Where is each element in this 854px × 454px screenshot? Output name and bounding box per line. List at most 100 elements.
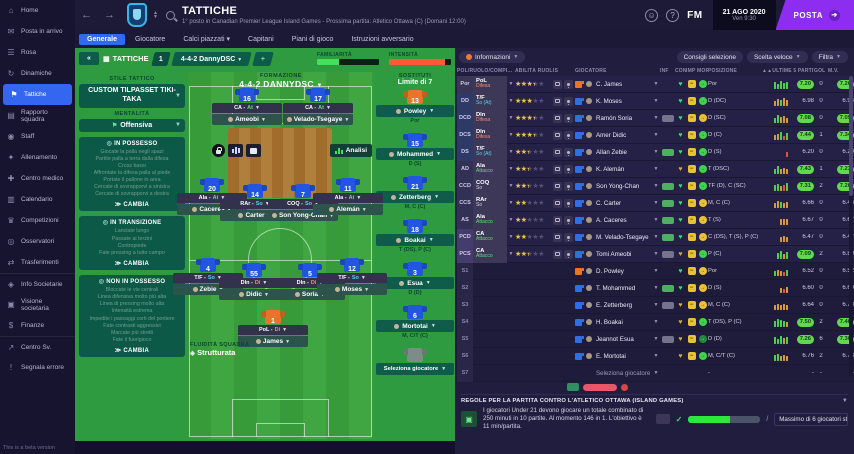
chevron-down-icon[interactable]: ▼ [653,200,659,206]
sub-player-esua[interactable]: 3 Esua ▼ D (D) [376,262,454,296]
sidebar-item-centro-medico[interactable]: ✚ Centro medico [0,168,75,189]
search-icon[interactable] [165,10,175,20]
sidebar-item-finanze[interactable]: $ Finanze [0,315,75,336]
sub-name-dropdown[interactable]: Boakai ▼ [376,234,454,246]
sub-name-dropdown[interactable]: Zetterberg ▼ [376,191,454,203]
chevron-down-icon[interactable]: ▼ [653,353,659,359]
sidebar-item-info-societarie[interactable]: ◈ Info Societarie [0,273,75,294]
player-name-link[interactable]: K. Alemán [596,165,625,173]
sidebar-item-rosa[interactable]: ☰ Rosa [0,42,75,63]
role-cell[interactable]: Dln Difesa [473,126,507,144]
chevron-down-icon[interactable]: ▼ [653,319,659,325]
profile-card-icon[interactable] [553,249,562,259]
player-name-link[interactable]: D. Powley [596,267,624,275]
sub-player-zetterberg[interactable]: 21 Zetterberg ▼ M, C (C) [376,176,454,210]
pitch-player-velado-tsegaye[interactable]: 17 CA - At ▼ Velado-Tsegaye ▼ [283,88,353,125]
role-caret-icon[interactable]: ▼ [508,98,514,104]
collapse-button[interactable]: « [79,52,99,65]
player-jersey[interactable]: 20 [200,178,224,193]
sub-name-dropdown[interactable]: Esua ▼ [376,277,454,289]
player-name-link[interactable]: Ramón Soria [596,114,633,122]
player-jersey[interactable]: 7 [291,184,315,199]
filtra-dropdown[interactable]: Filtra ▼ [811,51,848,63]
profile-card-icon[interactable] [553,215,562,225]
chevron-down-icon[interactable]: ▼ [653,166,659,172]
tab-piani-di-gioco[interactable]: Piani di gioco [291,35,334,43]
player-name-link[interactable]: Allan Zebie [596,148,627,156]
chevron-down-icon[interactable]: ▼ [653,234,659,240]
chevron-down-icon[interactable]: ▼ [653,217,659,223]
player-name-link[interactable]: Seleziona giocatore [596,369,651,377]
pitch-player-moses[interactable]: 12 T/F - So ▼ Moses ▼ [317,258,387,295]
player-jersey[interactable]: 6 [403,305,427,320]
sub-player-mortotai[interactable]: 6 Mortotai ▼ M, C/T (C) [376,305,454,339]
player-actions-icon[interactable] [564,164,573,174]
player-name-link[interactable]: H. Boakai [596,318,623,326]
player-actions-icon[interactable] [564,147,573,157]
sidebar-item-competizioni[interactable]: ♛ Competizioni [0,210,75,231]
table-row-s3[interactable]: S3 E. Zetterberg ▼ ♥−→M, C (C) 6.64 0 6.78 [455,296,854,314]
column-header[interactable]: MOR [697,67,708,74]
sidebar-item-calendario[interactable]: ▥ Calendario [0,189,75,210]
sub-name-dropdown[interactable]: Mohammed ▼ [376,148,454,160]
column-header[interactable]: GIOCATORE [575,67,607,74]
role-cell[interactable]: RAr So [473,194,507,212]
chevron-down-icon[interactable]: ▼ [653,336,659,342]
player-actions-icon[interactable] [564,249,573,259]
player-name-link[interactable]: E. Mortotai [596,352,626,360]
table-row-s2[interactable]: S2 T. Mohammed ▼ ♥−→D (S) 6.60 0 6.60 [455,279,854,297]
table-row-s1[interactable]: S1 D. Powley ▼ ♥−→Por 6.52 0 6.52 [455,262,854,280]
role-caret-icon[interactable]: ▼ [508,234,514,240]
player-role-dropdown[interactable]: CA - At ▼ [283,103,353,113]
profile-card-icon[interactable] [553,147,562,157]
table-row-s7[interactable]: S7 Seleziona giocatore ▼ - - - - [455,364,854,382]
consigli-selezione-button[interactable]: Consigli selezione [676,51,743,63]
chevron-down-icon[interactable]: ▼ [653,81,659,87]
column-header[interactable]: ▲▲ULTIME 5 PARTITE [762,67,814,74]
player-actions-icon[interactable] [564,79,573,89]
player-actions-icon[interactable] [564,215,573,225]
sidebar-item-osservatori[interactable]: ◎ Osservatori [0,231,75,252]
chevron-down-icon[interactable]: ▼ [653,132,659,138]
player-name-link[interactable]: K. Moses [596,97,622,105]
sidebar-item-home[interactable]: ⌂ Home [0,0,75,21]
role-cell[interactable]: COQ So [473,177,507,195]
player-name-dropdown[interactable]: Moses ▼ [317,284,387,295]
sidebar-item-allenamento[interactable]: ✦ Allenamento [0,147,75,168]
player-role-dropdown[interactable]: Ala - At ▼ [313,193,383,203]
player-name-link[interactable]: C. James [596,80,623,88]
sub-player-mohammed[interactable]: 15 Mohammed ▼ D (S) [376,133,454,167]
player-jersey[interactable]: 18 [403,219,427,234]
back-arrow-icon[interactable]: ← [81,9,92,21]
player-role-dropdown[interactable]: PoL - Di ▼ [238,325,308,335]
player-actions-icon[interactable] [564,232,573,242]
player-jersey[interactable]: 4 [196,258,220,273]
help-icon[interactable]: ? [666,8,680,22]
chevron-down-icon[interactable]: ▼ [653,302,659,308]
player-jersey[interactable]: 15 [403,133,427,148]
chevron-down-icon[interactable]: ▼ [653,251,659,257]
stats-icon[interactable] [228,144,243,157]
player-name-link[interactable]: Son Yong-Chan [596,182,640,190]
profile-card-icon[interactable] [553,198,562,208]
player-name-dropdown[interactable]: James ▼ [238,336,308,347]
column-header[interactable]: GOL [814,67,826,74]
table-row-s4[interactable]: S4 H. Boakai ▼ ♥ − → T (DS), P (C) 7.50 2 7.40 [455,313,854,331]
formation-dropdown[interactable]: 4-4-2 DANNYDSC ▼ [239,79,323,89]
player-jersey[interactable]: 16 [235,88,259,103]
role-caret-icon[interactable]: ▼ [508,251,514,257]
cambia-button[interactable]: ≫ CAMBIA [114,261,150,268]
sidebar-item-trasferimenti[interactable]: ⇄ Trasferimenti [0,252,75,273]
chevron-down-icon[interactable]: ▼ [653,149,659,155]
profile-card-icon[interactable] [553,232,562,242]
forward-arrow-icon[interactable]: → [104,9,115,21]
tab-generale[interactable]: Generale [79,33,125,45]
column-header[interactable]: POSIZIONE [708,67,738,74]
sidebar-item-posta-in-arrivo[interactable]: ✉ Posta in arrivo [0,21,75,42]
analysis-button[interactable]: Analisi [329,144,372,157]
tactic-slot-tab[interactable]: 1 [150,51,171,66]
player-jersey[interactable]: 17 [306,88,330,103]
